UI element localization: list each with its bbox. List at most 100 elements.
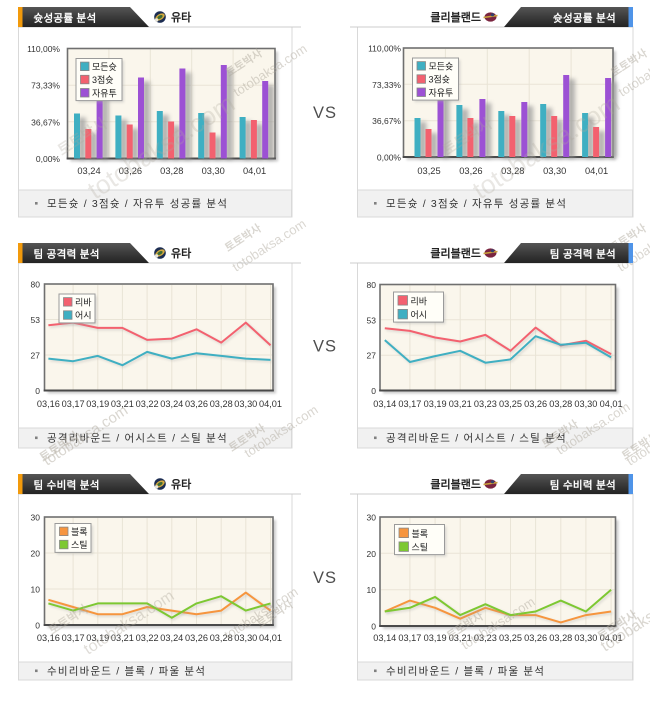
svg-text:03,26: 03,26 [524, 399, 547, 409]
svg-text:03,19: 03,19 [424, 633, 447, 643]
svg-text:27: 27 [31, 351, 41, 361]
svg-text:03,22: 03,22 [136, 399, 159, 409]
svg-text:03,30: 03,30 [543, 166, 566, 176]
svg-text:04,01: 04,01 [600, 633, 623, 643]
svg-text:03,19: 03,19 [86, 399, 109, 409]
svg-text:0: 0 [35, 386, 40, 396]
svg-text:유타: 유타 [171, 477, 192, 491]
svg-text:36,67%: 36,67% [372, 116, 401, 126]
svg-text:리바: 리바 [75, 297, 92, 307]
svg-text:클리블랜드: 클리블랜드 [430, 477, 481, 491]
svg-text:자유투: 자유투 [429, 88, 454, 98]
svg-text:모든슛: 모든슛 [429, 61, 454, 71]
svg-text:03,14: 03,14 [373, 633, 396, 643]
svg-text:03,28: 03,28 [210, 399, 233, 409]
svg-text:10: 10 [31, 585, 41, 595]
svg-text:03,26: 03,26 [185, 399, 208, 409]
svg-text:수비리바운드 / 블록 / 파울 분석: 수비리바운드 / 블록 / 파울 분석 [386, 666, 545, 678]
svg-text:03,24: 03,24 [160, 399, 183, 409]
svg-text:73,33%: 73,33% [31, 81, 60, 91]
svg-text:04,01: 04,01 [243, 166, 266, 176]
svg-text:30: 30 [31, 513, 41, 523]
svg-text:팀 공격력 분석: 팀 공격력 분석 [34, 248, 100, 261]
svg-text:03,23: 03,23 [474, 399, 497, 409]
svg-text:03,26: 03,26 [524, 633, 547, 643]
svg-text:팀 수비력 분석: 팀 수비력 분석 [550, 479, 616, 492]
svg-text:0,00%: 0,00% [36, 154, 61, 164]
svg-text:20: 20 [31, 549, 41, 559]
svg-text:03,28: 03,28 [501, 166, 524, 176]
svg-text:04,01: 04,01 [259, 399, 282, 409]
svg-text:자유투: 자유투 [92, 88, 117, 98]
svg-text:03,17: 03,17 [398, 399, 421, 409]
svg-text:어시: 어시 [411, 310, 428, 320]
svg-text:03,17: 03,17 [62, 399, 85, 409]
svg-text:3점슛: 3점슛 [429, 74, 451, 85]
svg-text:27: 27 [367, 351, 377, 361]
svg-text:블록: 블록 [412, 529, 429, 539]
svg-text:스틸: 스틸 [412, 543, 429, 553]
svg-text:유타: 유타 [171, 246, 192, 260]
svg-text:클리블랜드: 클리블랜드 [430, 246, 481, 260]
svg-text:03,24: 03,24 [160, 633, 183, 643]
svg-text:유타: 유타 [171, 10, 192, 24]
svg-text:VS: VS [313, 104, 337, 122]
svg-text:VS: VS [313, 569, 337, 587]
svg-text:36,67%: 36,67% [31, 117, 60, 127]
svg-text:03,22: 03,22 [136, 633, 159, 643]
svg-text:03,23: 03,23 [474, 633, 497, 643]
svg-text:53: 53 [31, 315, 41, 325]
svg-text:리바: 리바 [411, 296, 428, 306]
svg-text:모든슛 / 3점슛 / 자유투 성공률 분석: 모든슛 / 3점슛 / 자유투 성공률 분석 [386, 198, 567, 210]
svg-text:20: 20 [367, 549, 377, 559]
svg-text:슛성공률 분석: 슛성공률 분석 [34, 12, 97, 25]
svg-text:30: 30 [367, 513, 377, 523]
svg-text:03,25: 03,25 [499, 399, 522, 409]
svg-text:모든슛: 모든슛 [92, 62, 117, 72]
svg-text:110,00%: 110,00% [368, 44, 401, 54]
svg-text:10: 10 [367, 585, 377, 595]
svg-text:공격리바운드 / 어시스트 / 스틸 분석: 공격리바운드 / 어시스트 / 스틸 분석 [386, 432, 567, 445]
svg-text:110,00%: 110,00% [27, 44, 60, 54]
svg-text:03,19: 03,19 [424, 399, 447, 409]
svg-text:03,26: 03,26 [459, 166, 482, 176]
svg-text:04,01: 04,01 [600, 399, 623, 409]
svg-text:0: 0 [35, 621, 40, 631]
svg-text:03,25: 03,25 [499, 633, 522, 643]
svg-text:03,21: 03,21 [111, 399, 134, 409]
svg-text:03,30: 03,30 [234, 633, 257, 643]
svg-text:팀 수비력 분석: 팀 수비력 분석 [34, 479, 100, 492]
svg-text:03,19: 03,19 [86, 633, 109, 643]
svg-text:어시: 어시 [75, 311, 92, 321]
svg-text:0,00%: 0,00% [377, 153, 402, 163]
svg-text:04,01: 04,01 [259, 633, 282, 643]
svg-text:03,30: 03,30 [574, 633, 597, 643]
svg-text:03,17: 03,17 [398, 633, 421, 643]
svg-text:03,21: 03,21 [449, 633, 472, 643]
svg-text:0: 0 [371, 386, 376, 396]
svg-text:03,24: 03,24 [77, 166, 100, 176]
svg-text:03,30: 03,30 [234, 399, 257, 409]
svg-text:03,28: 03,28 [549, 633, 572, 643]
svg-text:03,30: 03,30 [202, 166, 225, 176]
svg-text:모든슛 / 3점슛 / 자유투 성공률 분석: 모든슛 / 3점슛 / 자유투 성공률 분석 [47, 198, 228, 210]
svg-text:80: 80 [367, 280, 377, 290]
svg-text:0: 0 [371, 622, 376, 632]
svg-text:03,26: 03,26 [119, 166, 142, 176]
svg-text:03,28: 03,28 [549, 399, 572, 409]
svg-text:03,21: 03,21 [449, 399, 472, 409]
svg-text:블록: 블록 [71, 527, 88, 537]
svg-text:스틸: 스틸 [71, 540, 88, 550]
svg-text:04,01: 04,01 [585, 166, 608, 176]
svg-text:슛성공률 분석: 슛성공률 분석 [553, 12, 616, 25]
svg-text:VS: VS [313, 338, 337, 356]
svg-text:73,33%: 73,33% [372, 80, 401, 90]
svg-text:3점슛: 3점슛 [92, 74, 114, 85]
svg-text:03,26: 03,26 [185, 633, 208, 643]
svg-text:클리블랜드: 클리블랜드 [430, 10, 481, 24]
svg-text:03,16: 03,16 [37, 633, 60, 643]
svg-text:공격리바운드 / 어시스트 / 스틸 분석: 공격리바운드 / 어시스트 / 스틸 분석 [47, 432, 228, 445]
svg-text:수비리바운드 / 블록 / 파울 분석: 수비리바운드 / 블록 / 파울 분석 [47, 666, 206, 678]
svg-text:03,28: 03,28 [210, 633, 233, 643]
svg-text:03,21: 03,21 [111, 633, 134, 643]
